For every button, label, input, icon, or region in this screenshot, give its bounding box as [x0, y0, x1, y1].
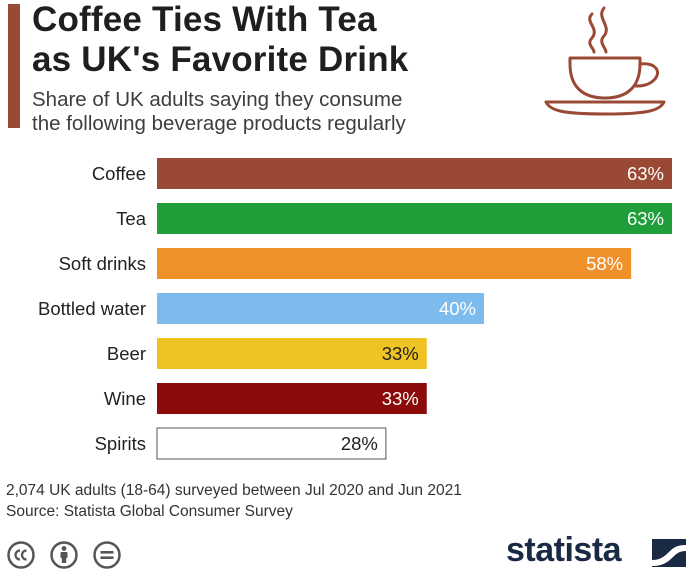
value-label-coffee: 63% [627, 163, 664, 184]
subtitle-line-2: the following beverage products regularl… [32, 112, 406, 135]
logo-text: statista [506, 531, 622, 569]
category-label-coffee: Coffee [92, 163, 146, 184]
bar-chart: Coffee 63% Tea 63% Soft drinks 58% Bottled wat… [38, 158, 672, 460]
statista-logo[interactable]: statista [506, 531, 691, 571]
title-accent-bar [8, 4, 20, 128]
coffee-cup-icon [544, 6, 666, 116]
survey-note: 2,074 UK adults (18-64) surveyed between… [6, 482, 462, 499]
bar-bottled-water [157, 293, 484, 324]
attribution-icon[interactable] [50, 541, 78, 569]
bar-tea [157, 203, 672, 234]
value-label-spirits: 28% [341, 433, 378, 454]
value-label-bottled-water: 40% [439, 298, 476, 319]
category-label-tea: Tea [116, 208, 147, 229]
statista-logo-icon [652, 539, 686, 567]
title-line-2: as UK's Favorite Drink [32, 40, 409, 79]
category-label-wine: Wine [104, 388, 146, 409]
bar-soft-drinks [157, 248, 632, 279]
subtitle-line-1: Share of UK adults saying they consume [32, 88, 403, 111]
category-label-beer: Beer [107, 343, 146, 364]
category-label-soft-drinks: Soft drinks [59, 253, 146, 274]
category-label-spirits: Spirits [95, 433, 146, 454]
chart-subtitle: Share of UK adults saying they consume t… [32, 88, 532, 136]
license-icons [7, 541, 121, 569]
bar-spirits [156, 427, 387, 460]
value-label-beer: 33% [382, 343, 419, 364]
bar-coffee [157, 158, 672, 189]
no-derivatives-icon[interactable] [93, 541, 121, 569]
bar-wine [157, 383, 427, 414]
category-label-bottled-water: Bottled water [38, 298, 146, 319]
value-label-tea: 63% [627, 208, 664, 229]
value-label-wine: 33% [382, 388, 419, 409]
chart-title: Coffee Ties With Tea as UK's Favorite Dr… [32, 0, 532, 80]
creative-commons-icon[interactable] [7, 541, 35, 569]
source-note: Source: Statista Global Consumer Survey [6, 503, 293, 520]
value-label-soft-drinks: 58% [586, 253, 623, 274]
title-line-1: Coffee Ties With Tea [32, 0, 377, 39]
footer: 2,074 UK adults (18-64) surveyed between… [6, 480, 462, 522]
bar-beer [157, 338, 427, 369]
